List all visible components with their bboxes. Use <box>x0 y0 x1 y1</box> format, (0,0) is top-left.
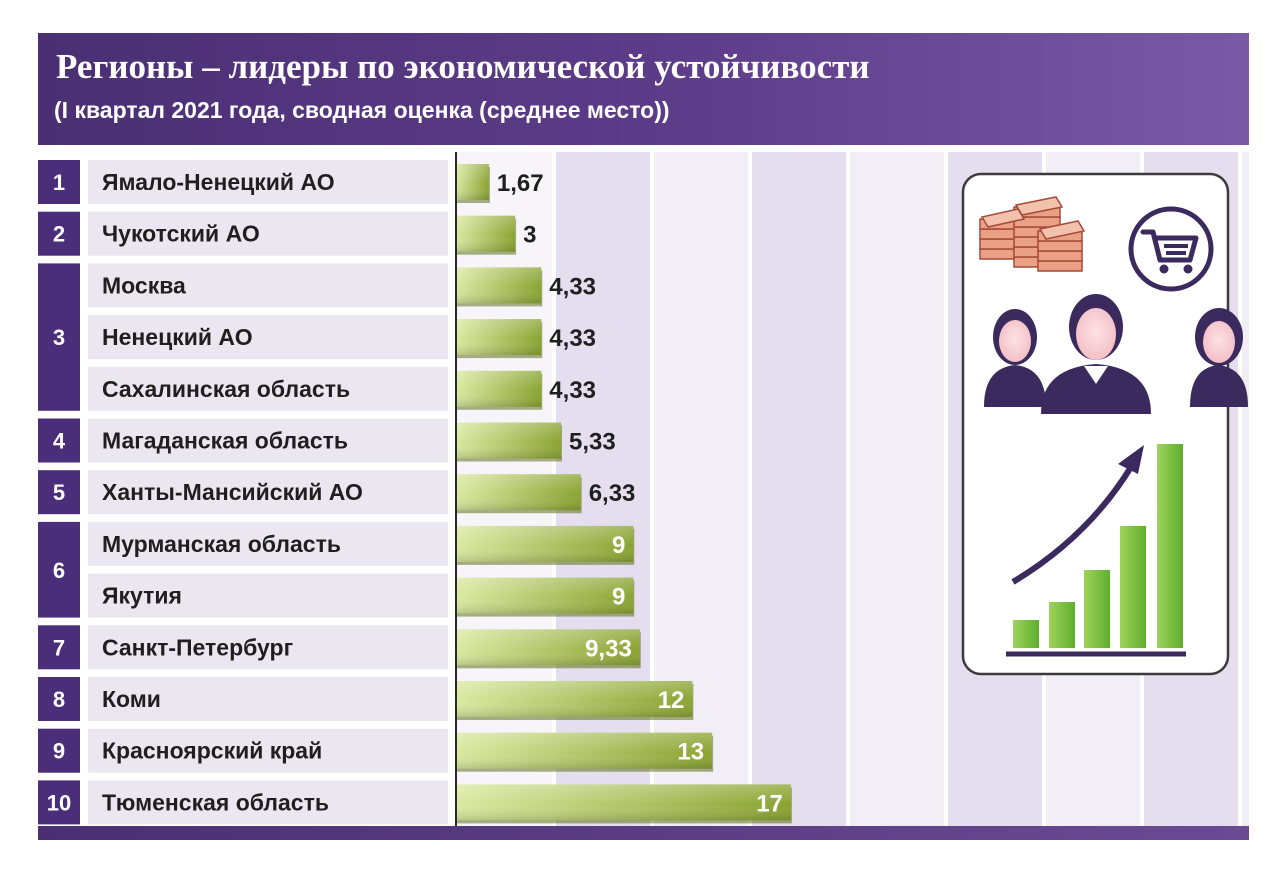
region-label-box <box>88 780 448 825</box>
chart-subtitle: (I квартал 2021 года, сводная оценка (ср… <box>54 97 670 123</box>
bar-value-label: 9 <box>612 584 625 611</box>
rank-number: 5 <box>53 480 65 505</box>
region-label: Сахалинская область <box>102 376 350 402</box>
region-label-box <box>88 625 448 670</box>
bar-highlight <box>456 474 581 511</box>
region-label: Ямало-Ненецкий АО <box>102 169 335 195</box>
rank-number: 6 <box>53 558 65 583</box>
chart-title: Регионы – лидеры по экономической устойч… <box>56 47 870 86</box>
bar-value-label: 13 <box>677 739 704 766</box>
rank-box <box>38 625 80 670</box>
region-label-box <box>88 315 448 360</box>
region-label: Красноярский край <box>102 738 322 764</box>
bar-value-label: 6,33 <box>589 480 636 507</box>
bar-value-label: 9 <box>612 532 625 559</box>
bar-value-label: 1,67 <box>497 170 544 197</box>
rank-number: 7 <box>53 635 65 660</box>
chart-header: Регионы – лидеры по экономической устойч… <box>38 33 1249 145</box>
bar-highlight <box>456 319 542 356</box>
region-label-box <box>88 728 448 773</box>
illustration-card <box>961 172 1248 676</box>
bar-value-label: 3 <box>523 222 536 249</box>
region-label: Ненецкий АО <box>102 324 253 350</box>
bar-value-label: 5,33 <box>569 429 616 456</box>
rank-number: 10 <box>47 790 71 815</box>
grid-band <box>652 152 750 827</box>
region-label-box <box>88 160 448 204</box>
rank-box <box>38 263 80 411</box>
rank-number: 1 <box>53 170 65 195</box>
bar-highlight <box>456 732 713 769</box>
region-label-box <box>88 418 448 463</box>
region-label: Якутия <box>102 583 182 609</box>
grid-band <box>848 152 946 827</box>
region-label: Ханты-Мансийский АО <box>102 479 363 505</box>
rank-number: 9 <box>53 739 65 764</box>
region-label: Чукотский АО <box>102 221 260 247</box>
rank-box <box>38 418 80 463</box>
bar-highlight <box>456 215 516 252</box>
region-label: Магаданская область <box>102 428 348 454</box>
rank-box <box>38 677 80 721</box>
people-icon <box>984 294 1248 414</box>
bar-value-label: 4,33 <box>549 325 596 352</box>
bar-value-label: 4,33 <box>549 273 596 300</box>
region-label: Санкт-Петербург <box>102 634 293 660</box>
rank-number: 4 <box>53 429 66 454</box>
bar-highlight <box>456 681 693 717</box>
rank-number: 8 <box>53 687 65 712</box>
region-label-box <box>88 573 448 618</box>
bar-highlight <box>456 267 542 304</box>
bar-highlight <box>456 370 542 407</box>
region-label-box <box>88 366 448 411</box>
bar-value-label: 12 <box>658 687 685 714</box>
bar-value-label: 4,33 <box>549 377 596 404</box>
growth-chart-icon <box>1006 444 1186 657</box>
region-label-box <box>88 263 448 308</box>
money-stacks-icon <box>979 196 1086 272</box>
shopping-cart-icon <box>1128 206 1214 292</box>
grid-band <box>750 152 848 827</box>
rank-box <box>38 211 80 256</box>
rank-box <box>38 780 80 825</box>
rank-box <box>38 728 80 773</box>
rank-column: 1 2 3 4 5 6 7 8 9 10 <box>38 160 80 825</box>
rank-number: 2 <box>53 222 65 247</box>
region-label-box <box>88 211 448 256</box>
rank-box <box>38 160 80 204</box>
rank-box <box>38 521 80 618</box>
rank-number: 3 <box>53 325 65 350</box>
region-label-box <box>88 470 448 515</box>
bar-highlight <box>456 422 562 459</box>
bottom-bar <box>38 826 1249 840</box>
bar-value-label: 9,33 <box>585 635 632 662</box>
bar-highlight <box>456 629 640 666</box>
region-label: Тюменская область <box>102 789 329 815</box>
grid-band <box>1240 152 1249 827</box>
region-labels: Ямало-Ненецкий АО Чукотский АО Москва Ненец… <box>88 160 448 825</box>
region-label: Коми <box>102 686 161 712</box>
region-label-box <box>88 677 448 721</box>
region-label-box <box>88 521 448 566</box>
bar-highlight <box>456 525 634 562</box>
region-label: Москва <box>102 272 186 298</box>
bar-highlight <box>456 164 489 200</box>
rank-box <box>38 470 80 515</box>
bar-highlight <box>456 577 634 614</box>
chart-area: 1 2 3 4 5 6 7 8 9 10 Ямало-Ненецкий АО Чукотский А… <box>38 152 1249 827</box>
bar-highlight <box>456 784 791 821</box>
bars: 1,67 3 4,33 4,33 4,33 5,33 6,33 9 9 9,33 12 13 17 <box>456 164 792 824</box>
region-label: Мурманская область <box>102 531 341 557</box>
bar-value-label: 17 <box>756 790 783 817</box>
